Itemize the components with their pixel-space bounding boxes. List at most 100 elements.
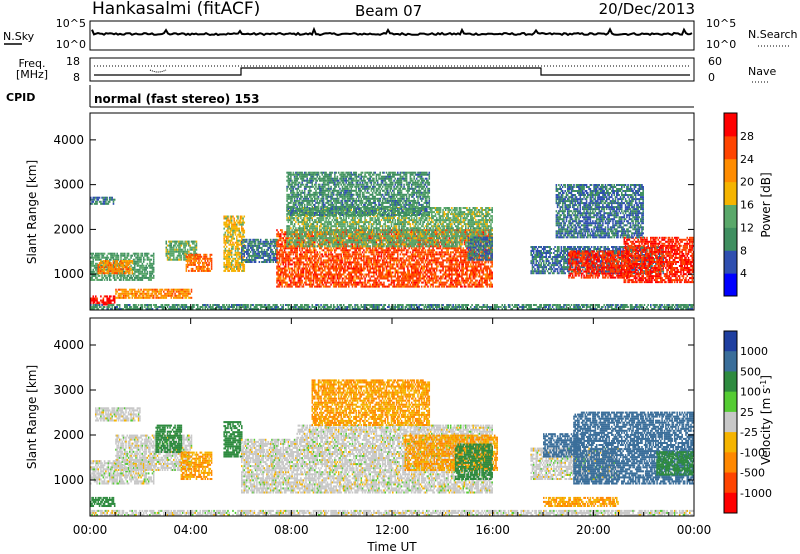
heatmap-cell	[207, 269, 209, 272]
heatmap-cell	[136, 296, 139, 299]
heatmap-cell	[354, 239, 356, 242]
heatmap-cell	[141, 292, 144, 295]
heatmap-cell	[149, 274, 151, 277]
heatmap-cell	[278, 235, 281, 238]
heatmap-cell	[326, 249, 329, 252]
heatmap-cell	[371, 267, 374, 270]
heatmap-cell	[310, 253, 312, 256]
heatmap-cell	[122, 290, 125, 293]
heatmap-cell	[322, 273, 325, 276]
heatmap-cell	[336, 267, 339, 270]
heatmap-cell	[170, 242, 173, 245]
heatmap-cell	[354, 249, 356, 252]
heatmap-cell	[317, 261, 320, 264]
heatmap-cell	[106, 198, 108, 201]
heatmap-cell	[95, 258, 97, 261]
heatmap-cell	[355, 265, 358, 268]
heatmap-cell	[185, 269, 188, 272]
heatmap-cell	[251, 254, 253, 257]
heatmap-cell	[115, 290, 117, 293]
heatmap-cell	[291, 273, 293, 276]
heatmap-cell	[171, 292, 174, 295]
heatmap-cell	[331, 259, 334, 262]
heatmap-cell	[266, 244, 268, 247]
heatmap-cell	[168, 250, 170, 253]
heatmap-cell	[300, 251, 302, 254]
heatmap-cell	[273, 246, 276, 249]
heatmap-cell	[346, 253, 349, 256]
heatmap-cell	[237, 261, 239, 264]
heatmap-cell	[125, 292, 127, 295]
heatmap-cell	[340, 263, 342, 266]
heatmap-cell	[422, 269, 424, 272]
heatmap-cell	[291, 285, 293, 288]
heatmap-cell	[189, 292, 191, 295]
heatmap-cell	[285, 283, 287, 286]
heatmap-cell	[355, 283, 358, 286]
nave-tick-top: 60	[708, 55, 722, 68]
heatmap-cell	[376, 277, 379, 280]
heatmap-cell	[335, 259, 337, 262]
heatmap-cell	[354, 253, 356, 256]
heatmap-cell	[363, 261, 365, 264]
heatmap-cell	[335, 255, 337, 258]
heatmap-cell	[287, 283, 290, 286]
heatmap-cell	[269, 261, 272, 264]
heatmap-cell	[312, 279, 315, 282]
heatmap-cell	[335, 279, 337, 282]
heatmap-cell	[261, 246, 263, 249]
heatmap-cell	[371, 235, 374, 238]
heatmap-cell	[107, 264, 110, 267]
heatmap-cell	[238, 227, 241, 230]
heatmap-cell	[345, 255, 347, 258]
heatmap-cell	[359, 269, 361, 272]
heatmap-cell	[141, 268, 144, 271]
heatmap-cell	[412, 251, 414, 254]
heatmap-cell	[312, 267, 315, 270]
heatmap-cell	[267, 254, 269, 257]
heatmap-cell	[303, 277, 306, 280]
heatmap-cell	[141, 294, 144, 297]
heatmap-cell	[124, 252, 126, 255]
heatmap-cell	[238, 239, 241, 242]
heatmap-cell	[105, 200, 107, 203]
heatmap-cell	[316, 281, 319, 284]
heatmap-cell	[121, 270, 124, 273]
heatmap-cell	[224, 223, 227, 226]
heatmap-cell	[264, 252, 267, 255]
heatmap-cell	[176, 296, 179, 299]
heatmap-cell	[418, 261, 420, 264]
heatmap-cell	[340, 257, 342, 260]
heatmap-cell	[366, 255, 369, 258]
heatmap-cell	[95, 264, 97, 267]
heatmap-cell	[267, 252, 269, 255]
heatmap-cell	[281, 245, 283, 248]
heatmap-cell	[451, 261, 453, 264]
heatmap-cell	[381, 271, 384, 274]
heatmap-cell	[369, 277, 371, 280]
heatmap-cell	[456, 267, 458, 270]
heatmap-cell	[171, 240, 174, 243]
heatmap-cell	[261, 261, 263, 264]
heatmap-cell	[254, 259, 257, 262]
heatmap-cell	[132, 258, 135, 261]
heatmap-cell	[374, 281, 376, 284]
heatmap-cell	[290, 247, 292, 250]
heatmap-cell	[151, 270, 154, 273]
heatmap-cell	[93, 266, 96, 269]
heatmap-cell	[91, 262, 93, 265]
heatmap-cell	[223, 241, 225, 244]
heatmap-cell	[350, 237, 353, 240]
heatmap-cell	[118, 278, 121, 281]
heatmap-cell	[134, 252, 136, 255]
heatmap-cell	[324, 277, 326, 280]
heatmap-cell	[92, 260, 95, 263]
heatmap-cell	[115, 260, 117, 263]
heatmap-cell	[297, 233, 300, 236]
heatmap-cell	[315, 263, 317, 266]
heatmap-cell	[223, 233, 225, 236]
heatmap-cell	[301, 281, 303, 284]
heatmap-cell	[179, 244, 181, 247]
heatmap-cell	[326, 239, 329, 242]
heatmap-cell	[298, 259, 301, 262]
